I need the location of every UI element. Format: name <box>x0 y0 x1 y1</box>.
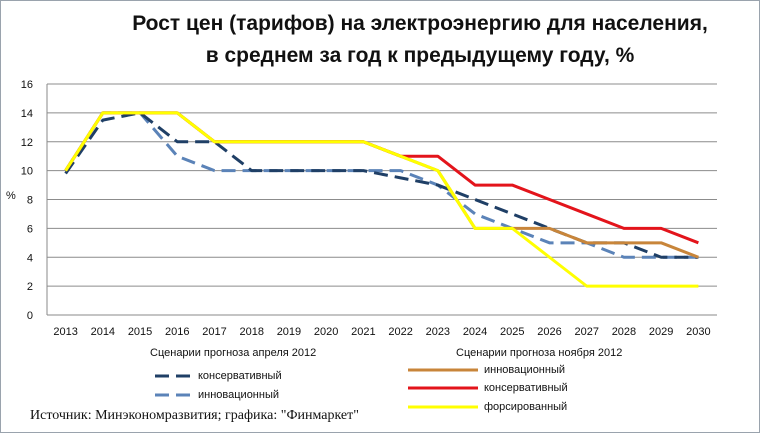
x-tick-label: 2018 <box>239 326 263 338</box>
x-tick-label: 2021 <box>351 326 375 338</box>
chart-title-line-1: Рост цен (тарифов) на электроэнергию для… <box>132 12 708 35</box>
y-tick-label: 0 <box>27 310 33 322</box>
x-tick-label: 2030 <box>686 326 710 338</box>
series-line-1 <box>64 111 699 259</box>
y-tick-label: 16 <box>21 79 33 91</box>
legend-label-november-forced: форсированный <box>484 401 568 413</box>
legend-label-november-innovative: инновационный <box>484 364 566 376</box>
x-tick-label: 2023 <box>426 326 450 338</box>
series-line-3 <box>64 111 699 245</box>
x-tick-label: 2015 <box>128 326 152 338</box>
x-tick-label: 2020 <box>314 326 338 338</box>
y-tick-label: 8 <box>27 195 33 207</box>
x-tick-label: 2016 <box>165 326 189 338</box>
series-line-0 <box>64 111 699 259</box>
y-tick-label: 6 <box>27 223 33 235</box>
source-note: Источник: Минэкономразвития; графика: "Ф… <box>30 408 359 423</box>
y-tick-label: 12 <box>21 137 33 149</box>
x-tick-label: 2022 <box>388 326 412 338</box>
y-axis-label: % <box>6 190 16 202</box>
chart-title-line-2: в среднем за год к предыдущему году, % <box>205 44 635 67</box>
y-tick-label: 14 <box>21 108 33 120</box>
x-tick-label: 2017 <box>202 326 226 338</box>
x-tick-label: 2013 <box>53 326 77 338</box>
x-tick-label: 2019 <box>277 326 301 338</box>
legend-label-april-conservative: консервативный <box>198 370 282 382</box>
x-tick-label: 2026 <box>537 326 561 338</box>
y-tick-label: 4 <box>27 252 33 264</box>
x-tick-label: 2014 <box>91 326 115 338</box>
x-tick-label: 2025 <box>500 326 524 338</box>
legend-heading-november-2012: Сценарии прогноза ноября 2012 <box>456 347 623 359</box>
series-line-4 <box>64 111 699 288</box>
x-tick-label: 2027 <box>574 326 598 338</box>
legend-label-april-innovative: инновационный <box>198 389 280 401</box>
legend-heading-april-2012: Сценарии прогноза апреля 2012 <box>150 347 317 359</box>
y-tick-label: 2 <box>27 281 33 293</box>
x-tick-label: 2029 <box>649 326 673 338</box>
x-tick-label: 2024 <box>463 326 487 338</box>
y-tick-label: 10 <box>21 166 33 178</box>
x-tick-label: 2028 <box>612 326 636 338</box>
legend-label-november-conservative: консервативный <box>484 382 568 394</box>
